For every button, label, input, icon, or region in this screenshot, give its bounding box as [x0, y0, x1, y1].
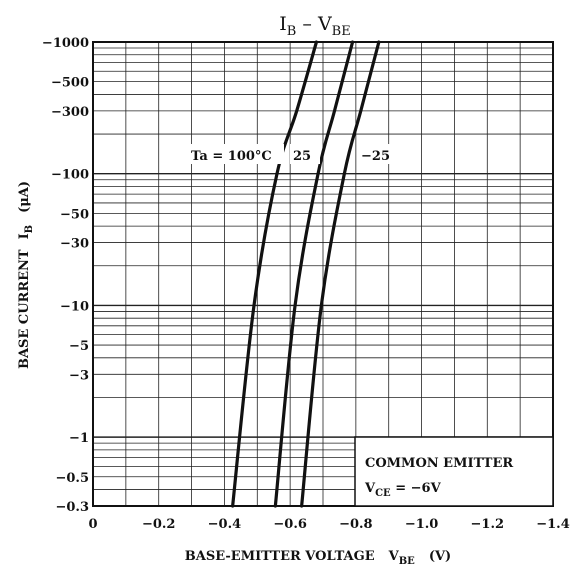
series-curve-1	[273, 40, 355, 508]
x-axis-label: BASE-EMITTER VOLTAGE VBE (V)	[185, 549, 451, 567]
label-bg-minus25	[358, 144, 398, 164]
y-tick-label: −50	[60, 207, 89, 222]
y-tick-label: −500	[51, 76, 89, 91]
y-tick-label: −10	[60, 299, 89, 314]
series-curve-2	[300, 40, 381, 508]
y-tick-label: −3	[69, 368, 89, 383]
y-tick-label: −100	[51, 168, 89, 183]
y-tick-label: −1000	[42, 36, 89, 51]
x-tick-label: −0.2	[142, 517, 176, 532]
y-tick-label: −1	[69, 431, 89, 446]
series-label-25: 25	[293, 149, 311, 164]
y-tick-labels: −0.3 −0.5 −1 −3 −5 −10 −30 −50 −100 −300 −500 −1000	[42, 36, 89, 515]
chart-title: IB – VBE	[279, 13, 350, 39]
y-tick-label: −300	[51, 105, 89, 120]
data-curves	[231, 40, 381, 508]
annotation-line2: VCE = −6V	[364, 481, 442, 499]
series-curve-0	[231, 40, 319, 508]
x-tick-label: −1.0	[405, 517, 439, 532]
y-tick-label: −0.3	[55, 500, 89, 515]
plot-frame	[92, 41, 554, 507]
series-label-100c: Ta = 100°C	[191, 149, 272, 164]
label-bg-100c	[188, 144, 284, 164]
x-tick-labels: 0 −0.2 −0.4 −0.6 −0.8 −1.0 −1.2 −1.4	[88, 517, 569, 532]
x-tick-label: −0.8	[339, 517, 373, 532]
y-axis-label: BASE CURRENTIB(μA)	[17, 181, 35, 369]
x-tick-label: −1.2	[471, 517, 505, 532]
x-tick-label: −1.4	[536, 517, 570, 532]
annotation-box	[354, 436, 554, 507]
y-tick-label: −30	[60, 237, 89, 252]
series-label-minus25: −25	[361, 149, 390, 164]
y-tick-label: −5	[69, 339, 89, 354]
label-bg-25	[290, 144, 320, 164]
x-tick-label: −0.6	[273, 517, 307, 532]
x-tick-label: 0	[88, 517, 97, 532]
y-tick-label: −0.5	[55, 471, 89, 486]
annotation-line1: COMMON EMITTER	[365, 456, 513, 471]
x-tick-label: −0.4	[208, 517, 242, 532]
